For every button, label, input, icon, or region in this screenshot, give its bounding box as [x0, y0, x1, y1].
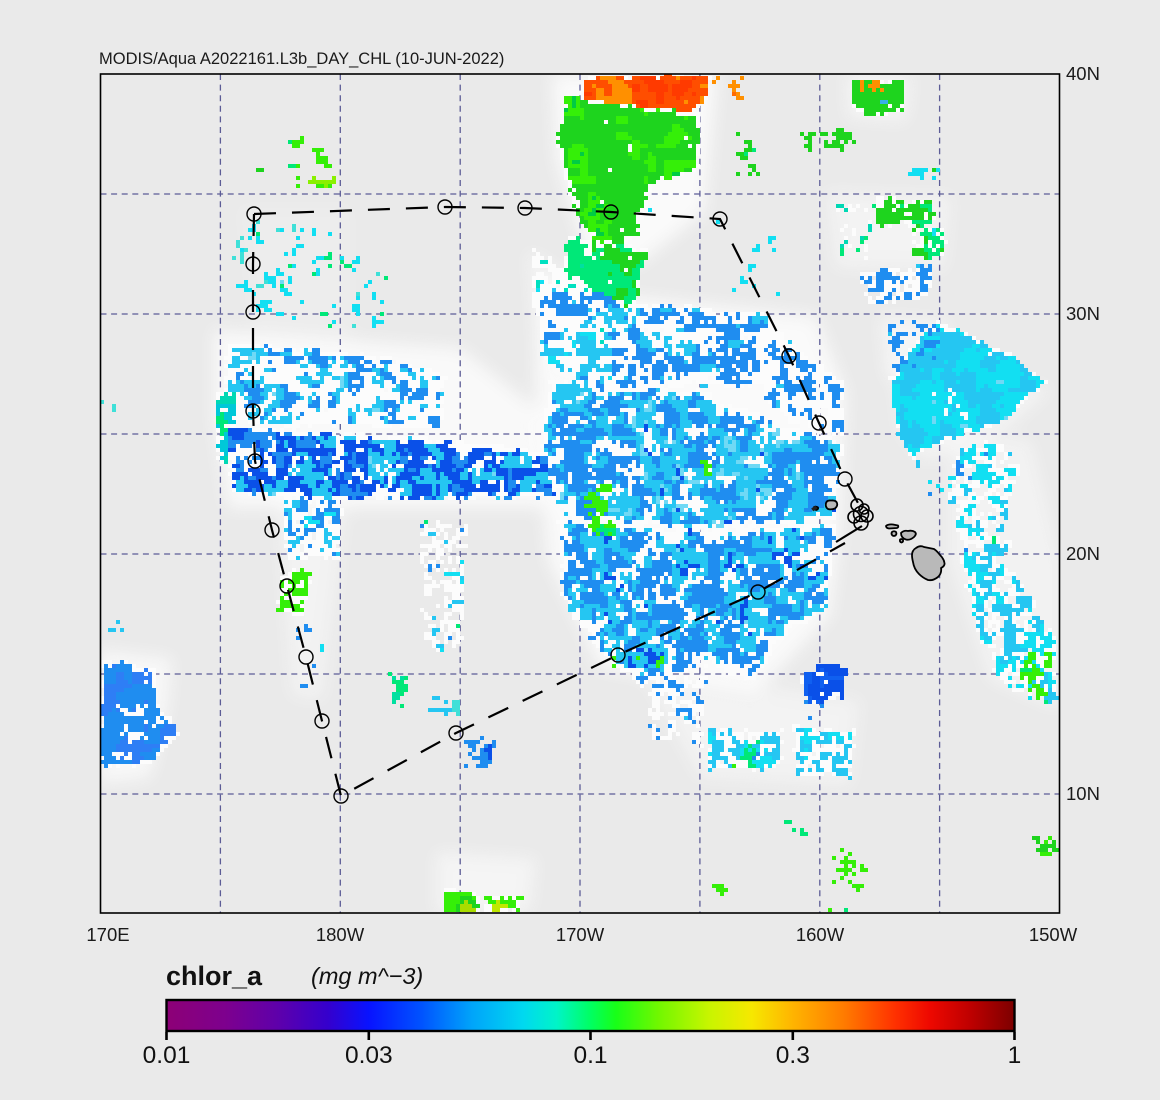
svg-text:170E: 170E: [86, 924, 129, 945]
svg-text:20N: 20N: [1066, 543, 1100, 564]
svg-text:(mg m^−3): (mg m^−3): [311, 963, 423, 989]
svg-text:150W: 150W: [1029, 924, 1078, 945]
svg-text:1: 1: [1008, 1042, 1022, 1069]
svg-text:160W: 160W: [796, 924, 845, 945]
svg-text:180W: 180W: [316, 924, 365, 945]
svg-text:10N: 10N: [1066, 783, 1100, 804]
svg-text:0.01: 0.01: [143, 1042, 191, 1069]
svg-text:40N: 40N: [1066, 63, 1100, 84]
svg-text:0.03: 0.03: [345, 1042, 393, 1069]
svg-text:0.1: 0.1: [573, 1042, 607, 1069]
svg-text:MODIS/Aqua A2022161.L3b_DAY_CH: MODIS/Aqua A2022161.L3b_DAY_CHL (10-JUN-…: [99, 50, 504, 68]
svg-text:0.3: 0.3: [776, 1042, 810, 1069]
svg-text:30N: 30N: [1066, 303, 1100, 324]
svg-text:170W: 170W: [556, 924, 605, 945]
svg-text:chlor_a: chlor_a: [166, 961, 263, 991]
